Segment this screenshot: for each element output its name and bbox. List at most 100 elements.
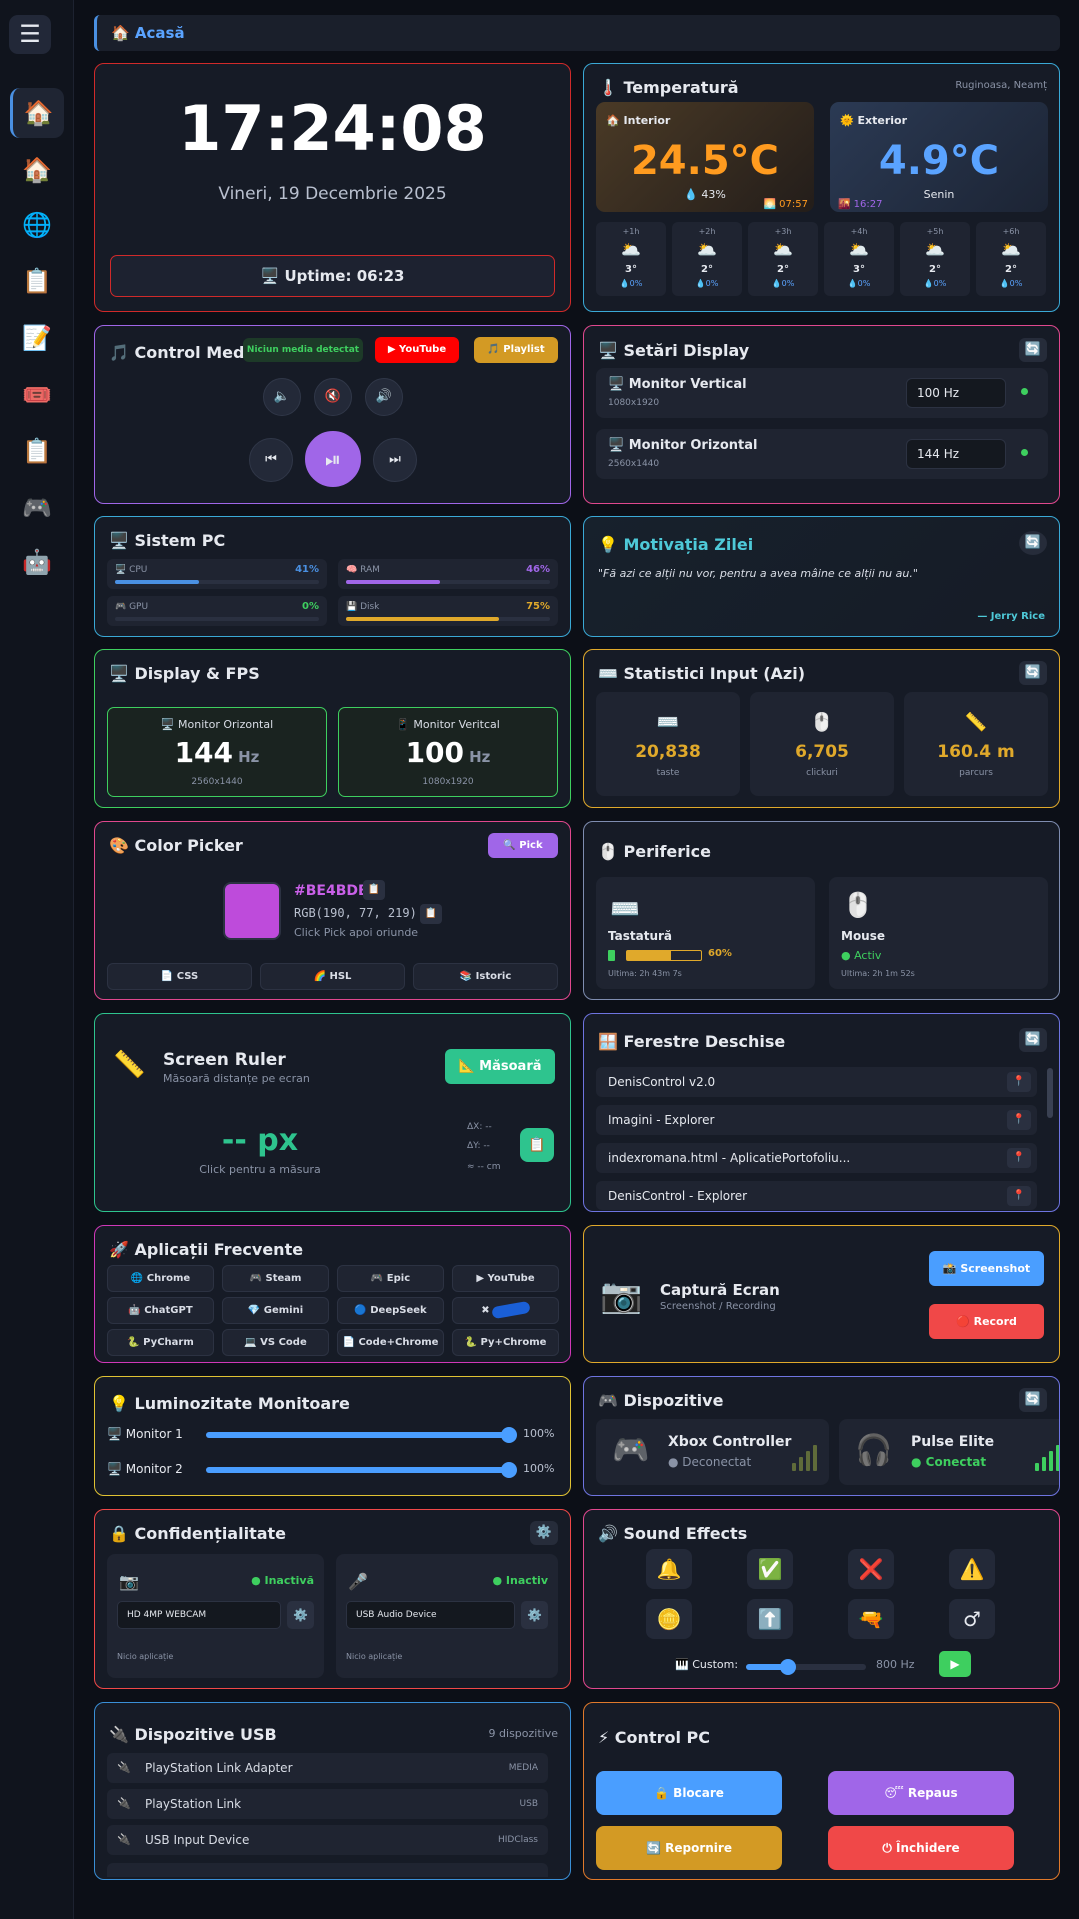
volume-down-button[interactable]: 🔈 [263, 378, 301, 416]
refresh-icon[interactable]: 🔄 [1019, 531, 1047, 555]
play-pause-button[interactable]: ⏯ [305, 431, 361, 487]
microphone-select[interactable]: USB Audio Device [346, 1601, 515, 1629]
sidebar-item-notes[interactable]: 📝 [22, 324, 52, 352]
sound-button[interactable]: ⚠️ [949, 1549, 995, 1589]
microphone-settings-gear-icon[interactable]: ⚙️ [521, 1601, 548, 1629]
camera-select[interactable]: HD 4MP WEBCAM [117, 1601, 281, 1629]
app-button[interactable]: 📄 Code+Chrome [337, 1329, 444, 1356]
brightness-slider[interactable] [206, 1427, 517, 1443]
sound-button[interactable]: 🔫 [848, 1599, 894, 1639]
pin-icon[interactable]: 📍 [1007, 1148, 1031, 1168]
slider-fill [206, 1432, 509, 1438]
sound-button[interactable]: ❌ [848, 1549, 894, 1589]
input-stat-label: clickuri [806, 768, 838, 778]
brightness-slider[interactable] [206, 1462, 517, 1478]
fps-res: 1080x1920 [422, 777, 474, 787]
previous-button[interactable]: ⏮ [249, 438, 293, 482]
refresh-icon[interactable]: 🔄 [1019, 1028, 1047, 1052]
window-item[interactable]: DenisControl - Explorer 📍 [596, 1181, 1037, 1210]
youtube-button[interactable]: ▶ YouTube [375, 337, 459, 363]
next-button[interactable]: ⏭ [373, 438, 417, 482]
window-item[interactable]: indexromana.html - AplicatiePortofoliu..… [596, 1143, 1037, 1173]
settings-gear-icon[interactable]: ⚙️ [530, 1521, 558, 1545]
pin-icon[interactable]: 📍 [1007, 1110, 1031, 1130]
slider-thumb[interactable] [501, 1427, 517, 1443]
slider-thumb[interactable] [501, 1462, 517, 1478]
control-button-1[interactable]: 😴 Repaus [828, 1771, 1014, 1815]
pick-button[interactable]: 🔍 Pick [488, 833, 558, 858]
exterior-temp: 4.9°C [878, 138, 1000, 184]
sidebar-item-house[interactable]: 🏠 [22, 156, 52, 184]
volume-up-button[interactable]: 🔊 [365, 378, 403, 416]
window-item[interactable]: DenisControl v2.0 📍 [596, 1067, 1037, 1097]
app-button[interactable]: 🔵 DeepSeek [337, 1297, 444, 1324]
app-button[interactable]: 🐍 Py+Chrome [452, 1329, 559, 1356]
interior-humidity: 💧 43% [684, 188, 726, 201]
control-button-0[interactable]: 🔒 Blocare [596, 1771, 782, 1815]
app-button[interactable]: 🐍 PyCharm [107, 1329, 214, 1356]
copy-icon[interactable]: 📋 [363, 880, 385, 900]
sidebar-item-web[interactable]: 🌐 [22, 211, 52, 239]
app-button[interactable]: ▶ YouTube [452, 1265, 559, 1292]
input-stat-value: 160.4 m [937, 742, 1015, 762]
exterior-panel: 🌞 Exterior 4.9°C Senin 🌇 16:27 [830, 102, 1048, 212]
pin-icon[interactable]: 📍 [1007, 1072, 1031, 1092]
media-status-badge: Niciun media detectat [243, 338, 363, 362]
interior-label: 🏠 Interior [606, 114, 671, 127]
sidebar-item-home[interactable]: 🏠 [10, 88, 64, 138]
sound-button[interactable]: 🪙 [646, 1599, 692, 1639]
sound-button[interactable]: ♂ [949, 1599, 995, 1639]
play-icon[interactable]: ▶ [939, 1651, 971, 1677]
copy-icon[interactable]: 📋 [520, 1128, 554, 1162]
refresh-icon[interactable]: 🔄 [1019, 1388, 1047, 1412]
window-item[interactable]: Imagini - Explorer 📍 [596, 1105, 1037, 1135]
fps-value: 144 [174, 736, 234, 769]
sound-button[interactable]: ✅ [747, 1549, 793, 1589]
mute-button[interactable]: 🔇 [314, 378, 352, 416]
css-button[interactable]: 📄 CSS [107, 963, 252, 990]
quote-author: — Jerry Rice [977, 611, 1045, 622]
menu-icon[interactable]: ☰ [9, 15, 51, 54]
refresh-icon[interactable]: 🔄 [1019, 661, 1047, 685]
control-button-2[interactable]: 🔄 Repornire [596, 1826, 782, 1870]
app-button[interactable]: 🌐 Chrome [107, 1265, 214, 1292]
app-button[interactable]: 💎 Gemini [222, 1297, 329, 1324]
window-title: Imagini - Explorer [608, 1113, 715, 1127]
status-dot [1021, 449, 1028, 456]
scrollbar[interactable] [1047, 1068, 1053, 1118]
measure-button[interactable]: 📐 Măsoară [445, 1049, 555, 1084]
sidebar-item-tickets[interactable]: 🎟️ [22, 381, 52, 409]
sidebar-item-games[interactable]: 🎮 [22, 494, 52, 522]
record-button[interactable]: 🔴 Record [929, 1304, 1044, 1339]
app-button[interactable]: 🤖 ChatGPT [107, 1297, 214, 1324]
playlist-button[interactable]: 🎵 Playlist [474, 337, 558, 363]
sound-button[interactable]: 🔔 [646, 1549, 692, 1589]
sound-button[interactable]: ⬆️ [747, 1599, 793, 1639]
camera-settings-gear-icon[interactable]: ⚙️ [287, 1601, 314, 1629]
pin-icon[interactable]: 📍 [1007, 1186, 1031, 1206]
app-button[interactable]: 🎮 Epic [337, 1265, 444, 1292]
copy-icon[interactable]: 📋 [420, 904, 442, 924]
frequency-slider[interactable] [746, 1659, 866, 1675]
sidebar-item-list[interactable]: 📋 [22, 437, 52, 465]
control-button-3[interactable]: ⏻ Închidere [828, 1826, 1014, 1870]
hsl-button[interactable]: 🌈 HSL [260, 963, 405, 990]
forecast-rain: 💧0% [619, 279, 643, 288]
forecast-hour: +5h [926, 227, 944, 236]
refresh-icon[interactable]: 🔄 [1019, 338, 1047, 362]
mouse-name: Mouse [841, 929, 886, 943]
color-swatch [223, 882, 281, 940]
sidebar-item-robot[interactable]: 🤖 [22, 548, 52, 576]
app-button[interactable]: ✖ [452, 1297, 559, 1324]
history-button[interactable]: 📚 Istoric [413, 963, 558, 990]
forecast-temp: 3° [853, 264, 865, 275]
refresh-rate-select[interactable]: 144 Hz [906, 439, 1006, 469]
mouse-icon: 🖱️ [843, 891, 873, 919]
stat-2: 🎮 GPU 0% [107, 596, 327, 626]
sidebar-item-clipboard[interactable]: 📋 [22, 267, 52, 295]
refresh-rate-select[interactable]: 100 Hz [906, 378, 1006, 408]
usb-type: HIDClass [497, 1835, 538, 1845]
app-button[interactable]: 🎮 Steam [222, 1265, 329, 1292]
app-button[interactable]: 💻 VS Code [222, 1329, 329, 1356]
screenshot-button[interactable]: 📸 Screenshot [929, 1251, 1044, 1286]
